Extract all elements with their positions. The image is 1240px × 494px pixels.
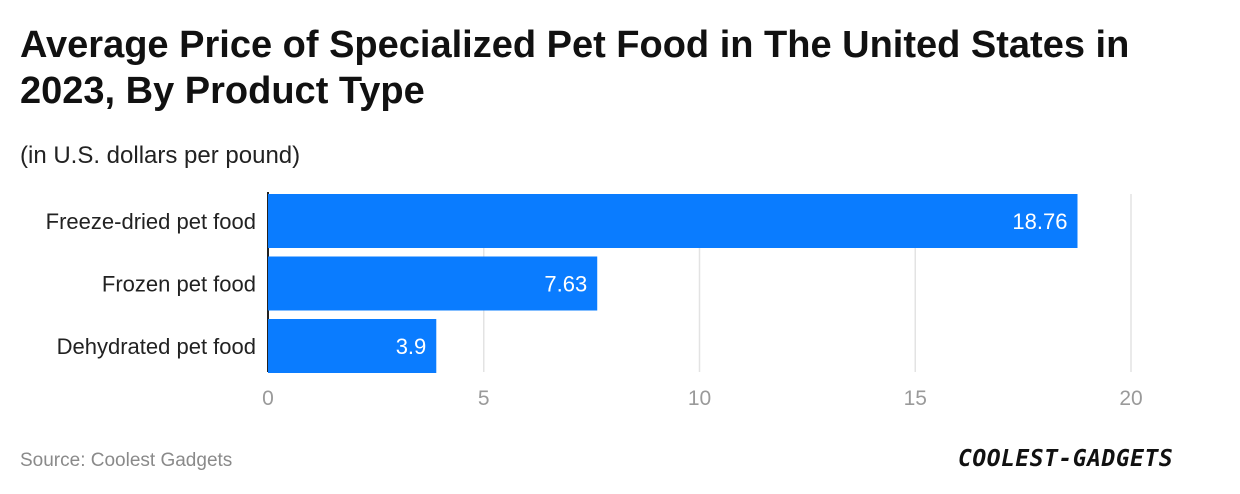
chart-subtitle: (in U.S. dollars per pound) [20, 142, 301, 169]
x-tick-label: 15 [904, 387, 927, 410]
bar [268, 319, 437, 373]
category-label: Frozen pet food [102, 272, 256, 297]
x-axis-ticks: 0 5 10 15 20 [262, 387, 1143, 410]
bar-value-label: 18.76 [1012, 209, 1067, 234]
x-tick-label: 5 [478, 387, 490, 410]
source-note: Source: Coolest Gadgets [20, 450, 233, 471]
x-tick-label: 20 [1119, 387, 1142, 410]
category-label: Freeze-dried pet food [46, 209, 256, 234]
x-tick-label: 0 [262, 387, 274, 410]
category-labels: Freeze-dried pet food Frozen pet food Dehy… [46, 209, 256, 359]
bar-value-label: 7.63 [544, 272, 587, 297]
bar [268, 256, 598, 311]
x-tick-label: 10 [688, 387, 711, 410]
brand-logo: COOLEST-GADGETS [958, 446, 1174, 472]
category-label: Dehydrated pet food [57, 334, 256, 359]
bars: 18.76 7.63 3.9 [268, 194, 1078, 373]
chart-title: Average Price of Specialized Pet Food in… [20, 24, 1130, 112]
bar [268, 194, 1078, 248]
bar-value-label: 3.9 [396, 334, 427, 359]
